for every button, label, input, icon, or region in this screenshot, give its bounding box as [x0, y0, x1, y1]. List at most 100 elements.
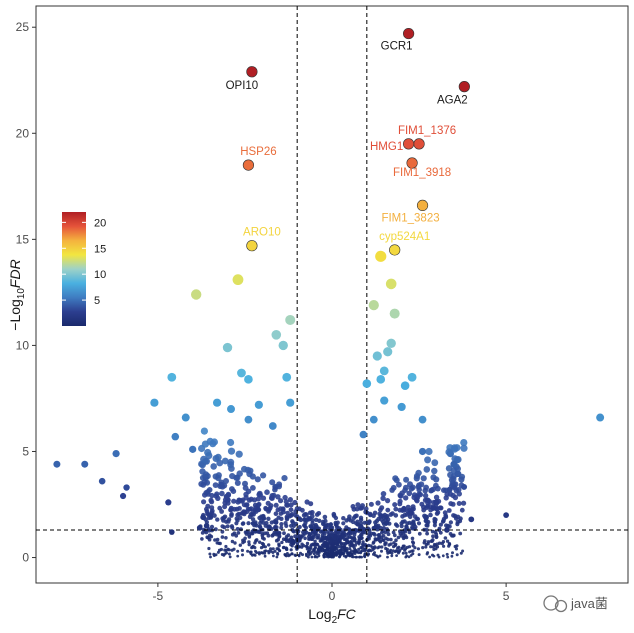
background-point: [433, 476, 440, 483]
background-point: [267, 505, 273, 511]
background-point: [304, 512, 309, 517]
background-point: [378, 525, 383, 530]
background-point: [445, 552, 449, 556]
background-point: [358, 521, 364, 526]
background-point: [310, 543, 314, 547]
background-point: [239, 511, 245, 516]
background-point: [370, 545, 374, 550]
threshold-lines: [36, 6, 628, 583]
labeled-point-cyp524a1: [389, 244, 401, 256]
background-point: [458, 516, 463, 521]
background-point: [230, 532, 235, 537]
background-point: [417, 531, 422, 536]
background-point: [341, 521, 346, 526]
background-point: [347, 535, 352, 539]
background-point: [310, 550, 313, 554]
background-point: [338, 555, 341, 559]
background-point: [300, 545, 304, 549]
background-point: [227, 447, 236, 455]
background-point: [328, 554, 332, 557]
background-point: [393, 506, 399, 512]
background-point: [425, 552, 429, 556]
background-point: [281, 537, 286, 541]
background-point: [380, 545, 384, 549]
background-point: [228, 555, 232, 559]
data-point: [227, 405, 236, 414]
background-point: [346, 551, 350, 555]
gene-labels: GCR1 OPI10 AGA2 FIM1_1376 HMG1 FIM1_3918 HSP26…: [226, 41, 468, 243]
background-point: [208, 512, 213, 517]
background-point: [431, 534, 435, 539]
background-point: [403, 484, 409, 491]
background-point: [373, 537, 378, 541]
data-point: [165, 499, 172, 506]
background-point: [244, 502, 250, 508]
background-point: [378, 507, 383, 513]
background-point: [278, 498, 284, 504]
data-point: [237, 368, 246, 378]
background-point: [304, 552, 308, 556]
background-point: [289, 523, 294, 528]
background-point: [243, 491, 249, 498]
background-point: [268, 495, 275, 501]
background-point: [203, 528, 207, 533]
background-point: [250, 553, 254, 557]
data-point: [376, 375, 386, 384]
background-point: [326, 543, 330, 548]
data-point: [112, 449, 120, 458]
gene-label: HSP26: [240, 146, 276, 158]
background-point: [236, 554, 240, 558]
data-point: [171, 432, 180, 441]
gene-label: FIM1_3918: [393, 167, 451, 179]
background-point: [307, 516, 313, 521]
background-point: [412, 514, 418, 519]
background-point: [363, 542, 367, 547]
background-point: [372, 510, 378, 516]
background-point: [217, 541, 221, 545]
background-point: [396, 535, 401, 540]
gene-label: FIM1_3823: [381, 212, 439, 224]
background-point: [277, 543, 281, 548]
data-point: [418, 447, 427, 456]
background-point: [246, 549, 250, 553]
background-point: [435, 485, 441, 492]
data-point: [200, 514, 207, 521]
background-point: [303, 536, 307, 541]
background-point: [329, 539, 333, 544]
background-point: [461, 500, 467, 506]
background-point: [404, 512, 410, 517]
background-point: [220, 529, 225, 534]
data-point: [167, 372, 177, 382]
background-point: [227, 461, 235, 469]
data-point: [278, 340, 288, 351]
background-point: [292, 529, 296, 534]
labeled-point-hsp26: [242, 159, 255, 171]
data-point: [244, 375, 253, 384]
background-point: [461, 484, 467, 490]
background-point: [350, 555, 354, 559]
color-legend: 5 10 15 20: [62, 212, 106, 326]
background-point: [240, 497, 246, 503]
background-point: [385, 498, 391, 504]
background-point: [272, 486, 278, 493]
background-point: [314, 554, 317, 558]
background-point: [231, 498, 237, 504]
background-point: [443, 495, 449, 501]
background-point: [350, 553, 354, 557]
background-point: [329, 544, 333, 548]
background-point: [222, 504, 228, 510]
data-point: [196, 525, 203, 531]
x-axis-title: Log2FC: [308, 606, 356, 626]
background-point: [273, 549, 277, 553]
background-point: [257, 552, 261, 556]
background-point: [355, 502, 361, 508]
background-point: [433, 494, 440, 500]
background-point: [300, 542, 304, 546]
background-point: [361, 542, 365, 546]
background-point: [339, 535, 343, 540]
background-point: [200, 482, 207, 488]
data-point: [190, 289, 202, 300]
background-point: [413, 525, 418, 529]
background-point: [248, 496, 254, 502]
background-point: [310, 521, 315, 526]
